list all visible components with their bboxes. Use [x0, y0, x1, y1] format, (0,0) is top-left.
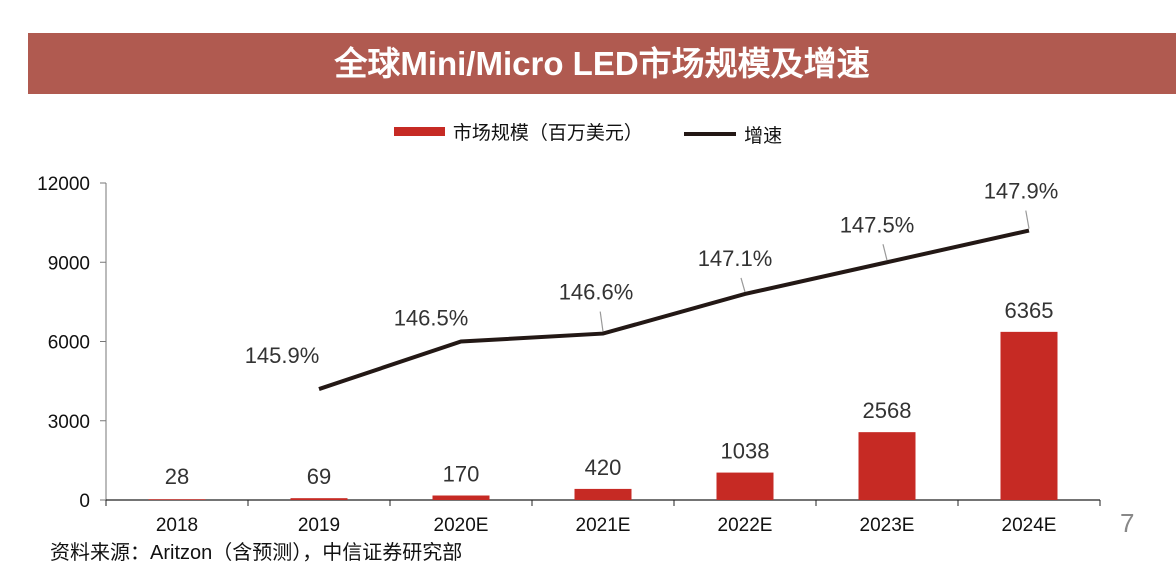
legend-item-growth: 增速 — [684, 121, 782, 148]
label-leader-line — [882, 244, 888, 261]
bar-value-label: 1038 — [721, 439, 770, 464]
page-number: 7 — [1120, 508, 1135, 538]
legend-swatch-line — [684, 132, 737, 136]
growth-value-label: 146.5% — [394, 306, 469, 331]
x-tick-label: 2024E — [1002, 515, 1057, 536]
bar — [432, 495, 490, 500]
bar — [290, 498, 348, 500]
legend: 市场规模（百万美元） 增速 — [0, 118, 1176, 148]
legend-label: 增速 — [744, 125, 783, 147]
bar — [858, 432, 916, 500]
bar-value-label: 69 — [307, 464, 331, 489]
bar — [574, 488, 632, 500]
x-tick-label: 2023E — [860, 515, 915, 536]
bar-value-label: 6365 — [1005, 298, 1054, 323]
x-tick-label: 2022E — [718, 515, 773, 536]
legend-label: 市场规模（百万美元） — [452, 123, 643, 144]
legend-swatch-bar — [393, 127, 445, 136]
source-note: 资料来源：Aritzon（含预测），中信证券研究部 — [50, 542, 463, 564]
x-tick-label: 2018 — [156, 515, 198, 536]
legend-item-market-size: 市场规模（百万美元） — [393, 118, 643, 145]
label-leader-line — [599, 311, 604, 332]
y-tick-label: 6000 — [48, 333, 90, 354]
growth-value-label: 147.9% — [984, 179, 1059, 204]
x-tick-label: 2021E — [576, 515, 631, 536]
label-leader-line — [1025, 210, 1030, 229]
bar — [716, 472, 774, 500]
x-tick-label: 2019 — [298, 515, 340, 536]
y-tick-label: 3000 — [48, 412, 90, 433]
bar — [1000, 331, 1058, 500]
bar-value-label: 420 — [585, 455, 622, 480]
y-tick-label: 12000 — [37, 174, 90, 195]
growth-value-label: 145.9% — [245, 343, 320, 368]
growth-value-label: 146.6% — [559, 280, 634, 305]
chart-title: 全球Mini/Micro LED市场规模及增速 — [28, 33, 1176, 94]
x-tick-label: 2020E — [434, 515, 489, 536]
bar-value-label: 2568 — [863, 398, 912, 423]
growth-line — [318, 228, 1030, 391]
bar-value-label: 28 — [165, 464, 189, 489]
y-tick-label: 9000 — [48, 253, 90, 274]
growth-value-label: 147.5% — [840, 212, 915, 237]
label-leader-line — [740, 277, 746, 293]
growth-value-label: 147.1% — [698, 246, 773, 271]
y-tick-label: 0 — [79, 491, 90, 512]
bar-value-label: 170 — [443, 462, 480, 487]
bar — [148, 499, 206, 500]
